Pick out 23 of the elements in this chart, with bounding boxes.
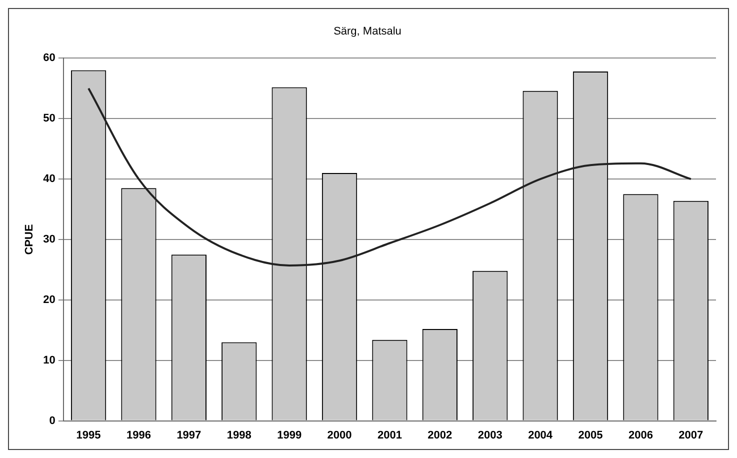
x-tick-label: 2005 (578, 429, 603, 442)
y-tick-label: 20 (43, 294, 56, 306)
chart-title: Särg, Matsalu (334, 26, 402, 38)
y-tick-label: 30 (43, 234, 56, 246)
x-tick-label: 2006 (628, 429, 653, 442)
x-tick-label: 2001 (377, 429, 402, 442)
y-tick-label: 10 (43, 354, 56, 366)
y-tick-label: 40 (43, 173, 56, 186)
x-tick-label: 2000 (327, 429, 352, 442)
x-tick-label: 1995 (76, 429, 101, 442)
x-tick-label: 2007 (678, 429, 704, 442)
x-tick-label: 2003 (478, 429, 502, 442)
y-axis-title: CPUE (24, 224, 36, 255)
x-tick-label: 2002 (428, 429, 452, 442)
x-tick-label: 1998 (226, 429, 252, 442)
x-tick-label: 1997 (176, 429, 202, 442)
y-tick-label: 0 (49, 414, 56, 427)
line-series (88, 87, 692, 266)
x-tick-label: 1999 (277, 429, 302, 442)
y-tick-label: 50 (43, 112, 56, 125)
x-tick-label: 2004 (528, 429, 554, 442)
y-tick-label: 60 (43, 52, 56, 64)
x-tick-label: 1996 (126, 429, 151, 442)
